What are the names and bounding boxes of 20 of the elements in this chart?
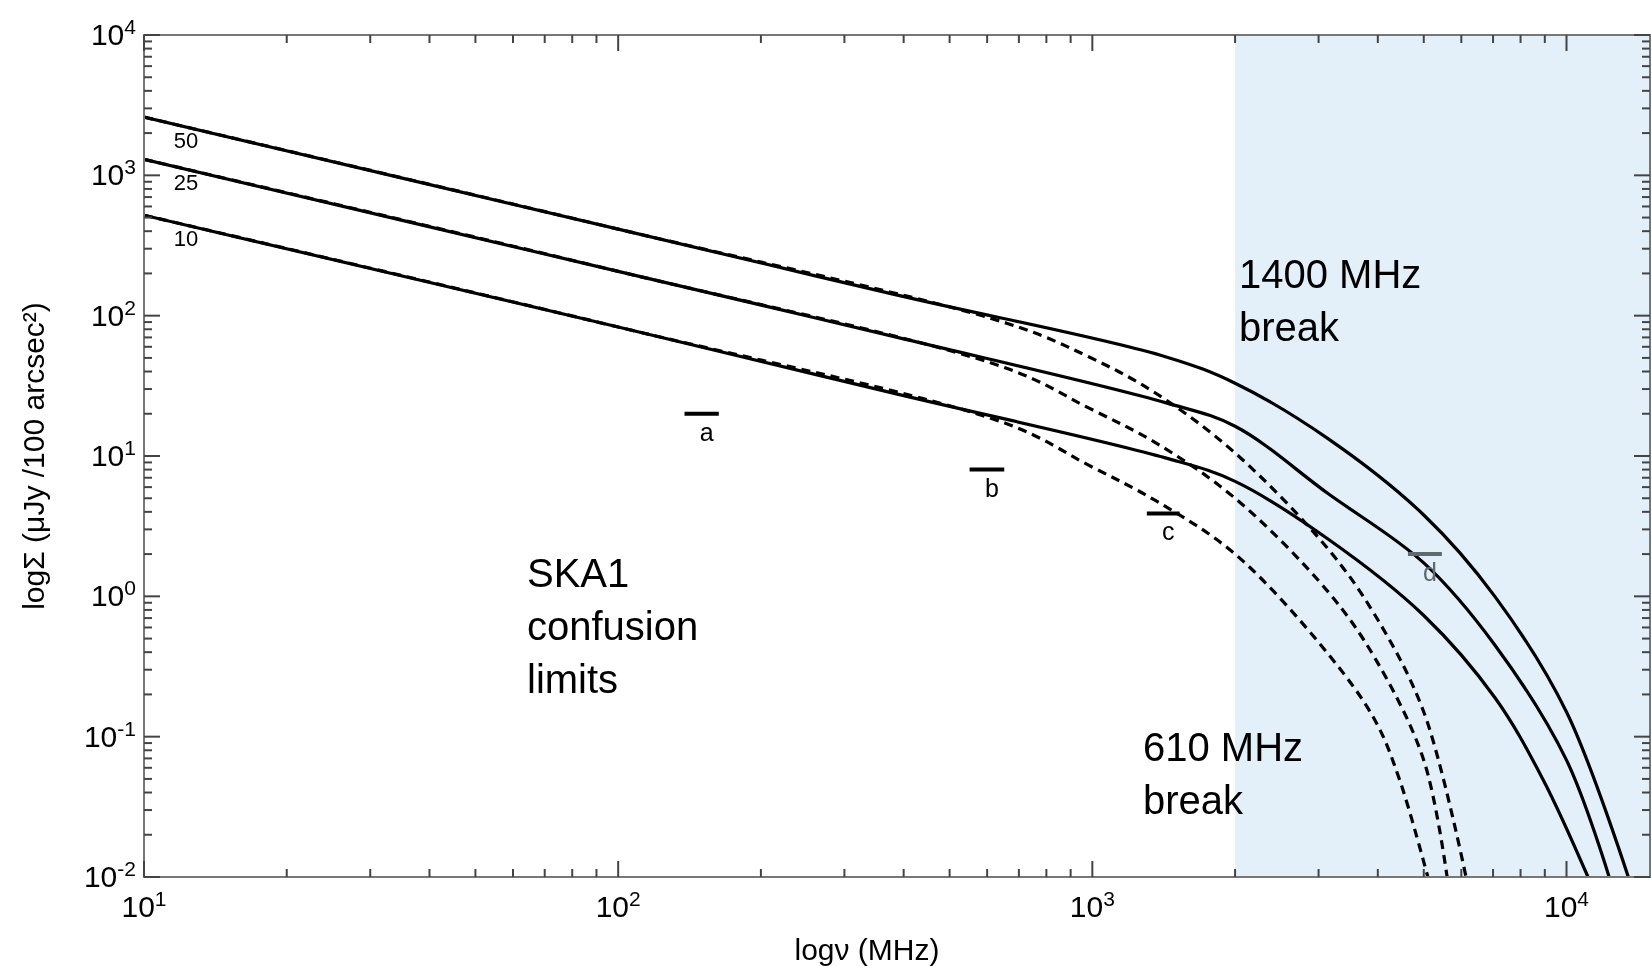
annotation: 610 MHz break bbox=[1143, 725, 1304, 822]
x-tick-label: 10$^{2}$ bbox=[595, 886, 641, 923]
series-label: c bbox=[1161, 517, 1175, 546]
annotation: SKA1 confusion limits bbox=[527, 551, 699, 701]
y-axis-title: logΣ (μJy /100 arcsec²) bbox=[17, 302, 50, 610]
y-tick-label: 10$^{4}$ bbox=[90, 14, 137, 51]
x-tick-label: 10$^{3}$ bbox=[1069, 886, 1115, 923]
y-tick-label: 10$^{-1}$ bbox=[83, 716, 136, 753]
series-label: 10 bbox=[173, 226, 199, 252]
series-label: 25 bbox=[173, 170, 199, 196]
series-label: a bbox=[699, 417, 714, 446]
series-label: 50 bbox=[173, 128, 199, 154]
series-label: b bbox=[984, 473, 999, 502]
x-tick-label: 10$^{4}$ bbox=[1543, 886, 1590, 923]
x-axis-title: logν (MHz) bbox=[794, 933, 940, 966]
y-tick-label: 10$^{3}$ bbox=[90, 154, 136, 192]
y-tick-label: 10$^{1}$ bbox=[90, 435, 136, 472]
annotation: 1400 MHz break bbox=[1239, 252, 1422, 349]
y-tick-label: 10$^{2}$ bbox=[90, 295, 136, 332]
y-tick-label: 10$^{0}$ bbox=[90, 575, 136, 613]
